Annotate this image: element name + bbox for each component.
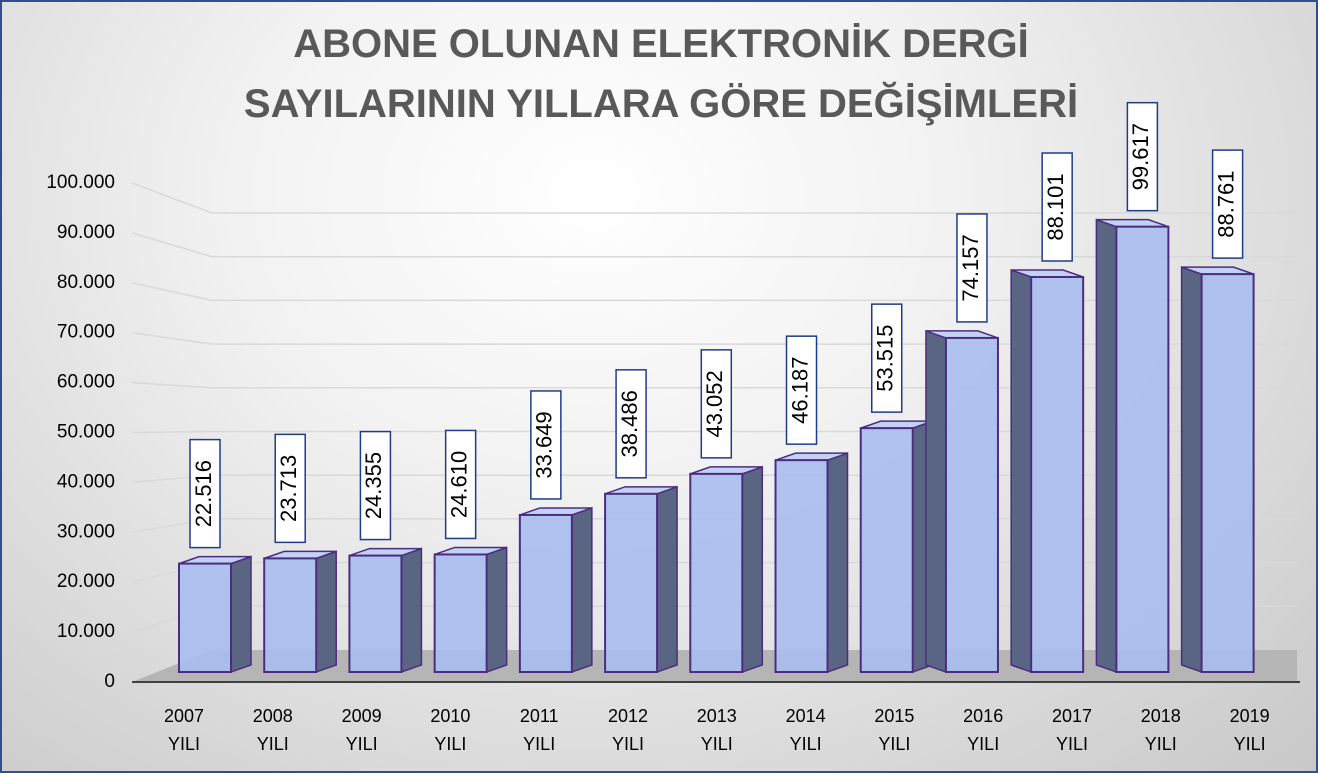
bar-side (741, 465, 764, 674)
value-label-box (956, 213, 988, 323)
bar (348, 554, 403, 674)
y-tick-label: 100.000 (46, 172, 115, 193)
chart-title: ABONE OLUNAN ELEKTRONİK DERGİ SAYILARINI… (243, 22, 1079, 126)
value-label: 38.486 (617, 390, 642, 457)
bar (604, 492, 659, 674)
value-label-box (615, 369, 647, 479)
value-label: 43.052 (702, 370, 727, 437)
x-tick-label: 2014 YILI (785, 706, 826, 754)
bar-group (263, 550, 337, 674)
value-label-box (530, 390, 562, 500)
bar-group (689, 465, 764, 674)
value-label-box (274, 433, 306, 544)
x-tick-label: 2012 YILI (607, 706, 649, 754)
bar-group (178, 555, 252, 674)
x-tick-label: 2016 YILI (963, 706, 1004, 754)
value-label-box (1041, 152, 1073, 262)
bar-group (348, 547, 423, 674)
bar-group (1095, 218, 1170, 674)
bar (433, 553, 488, 673)
value-label: 24.355 (361, 452, 386, 519)
value-label: 99.617 (1128, 123, 1153, 190)
value-label-box (870, 303, 903, 413)
bar-group (1010, 268, 1085, 674)
grid-line (131, 182, 1297, 214)
y-tick-label: 80.000 (57, 272, 115, 293)
y-tick-label: 30.000 (57, 521, 115, 542)
y-tick-label: 10.000 (57, 621, 115, 642)
value-label: 88.761 (1213, 170, 1238, 237)
value-label-box (700, 349, 733, 459)
x-tick-label: 2008 YILI (252, 706, 293, 754)
y-tick-label: 0 (104, 671, 115, 692)
bar (689, 472, 744, 673)
value-label: 22.516 (191, 460, 216, 527)
value-label: 46.187 (787, 357, 812, 424)
bar (1030, 275, 1085, 673)
bar-side (826, 452, 849, 674)
value-label-box (785, 335, 818, 445)
value-label: 33.649 (532, 411, 557, 478)
x-tick-label: 2015 YILI (874, 706, 915, 754)
bar (518, 513, 573, 673)
x-tick-label: 2018 YILI (1140, 706, 1181, 754)
bar-group (774, 452, 849, 674)
x-tick-label: 2017 YILI (1051, 706, 1093, 754)
value-label-box (444, 429, 477, 540)
bar-side (1180, 266, 1203, 674)
value-label: 24.610 (446, 451, 471, 518)
value-label: 74.157 (958, 234, 983, 301)
value-label: 53.515 (873, 324, 898, 391)
bar (774, 459, 829, 673)
bar-group (433, 546, 508, 674)
value-label: 88.101 (1043, 173, 1068, 240)
bar-side (485, 546, 508, 674)
bar-side (925, 329, 947, 674)
bar-side (230, 555, 252, 674)
bar (178, 562, 232, 674)
bar-side (400, 547, 423, 674)
value-label-box (1211, 149, 1244, 259)
bar (263, 557, 318, 674)
value-label-box (359, 430, 392, 541)
y-tick-label: 40.000 (57, 471, 115, 492)
x-tick-label: 2009 YILI (341, 706, 382, 754)
y-tick-label: 50.000 (57, 422, 115, 443)
bar-side (1010, 268, 1032, 674)
x-tick-label: 2010 YILI (430, 706, 471, 754)
x-tick-label: 2007 YILI (163, 706, 205, 754)
bar-group (1180, 266, 1255, 674)
bar (944, 336, 999, 673)
bar-side (656, 485, 678, 674)
grid-line (131, 282, 1297, 302)
y-tick-label: 70.000 (57, 322, 115, 343)
value-label-box (1126, 101, 1159, 212)
bar-group (925, 329, 999, 674)
x-tick-label: 2019 YILI (1229, 706, 1270, 754)
bar-side (315, 550, 337, 674)
bar-side (571, 506, 593, 674)
bar-group (859, 420, 934, 674)
value-label-box (189, 438, 221, 549)
bar (1200, 273, 1255, 673)
bar-group (604, 485, 678, 674)
bar (859, 427, 914, 673)
bar (1115, 225, 1170, 673)
x-tick-label: 2013 YILI (696, 706, 737, 754)
x-tick-label: 2011 YILI (519, 706, 559, 754)
bar-side (1095, 218, 1118, 674)
value-label: 23.713 (276, 455, 301, 522)
y-tick-label: 60.000 (57, 372, 115, 393)
y-tick-label: 90.000 (57, 222, 115, 243)
bar-group (518, 506, 593, 674)
grid-line (131, 232, 1297, 258)
y-tick-label: 20.000 (57, 571, 115, 592)
